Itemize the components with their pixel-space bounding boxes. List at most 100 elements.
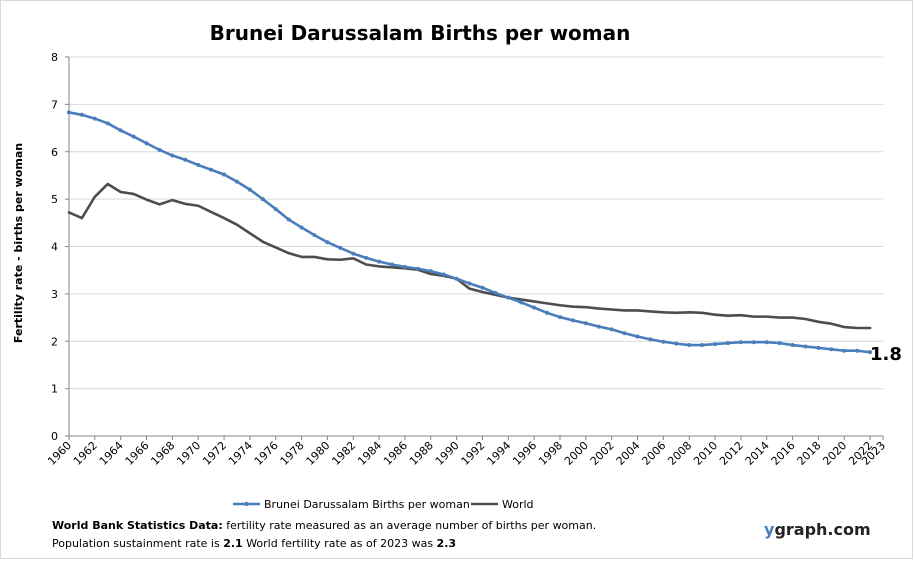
brand-text: graph.com	[774, 520, 871, 539]
brunei-data-point	[868, 350, 873, 355]
brunei-data-point	[855, 348, 860, 353]
sustainment-rate: 2.1	[223, 537, 243, 550]
x-tick-label: 2016	[769, 439, 798, 468]
brand-letter: y	[764, 520, 775, 539]
axes	[65, 56, 884, 440]
brunei-data-point	[700, 343, 705, 348]
y-tick-label: 6	[51, 146, 58, 159]
y-tick-label: 2	[51, 335, 58, 348]
world-series-line	[67, 182, 872, 330]
brunei-data-point	[674, 341, 679, 346]
brunei-data-point	[402, 264, 407, 269]
x-tick-label: 2008	[665, 439, 694, 468]
brunei-data-point	[222, 172, 227, 177]
x-tick-label: 1972	[200, 439, 229, 468]
brunei-data-point	[583, 321, 588, 326]
x-tick-label: 1960	[45, 439, 74, 468]
world-rate: 2.3	[436, 537, 457, 550]
series-lines	[67, 110, 873, 355]
legend-label: Brunei Darussalam Births per woman	[264, 498, 470, 511]
brunei-data-point	[157, 147, 162, 152]
brunei-data-point	[209, 167, 214, 172]
world-rate-text: World fertility rate as of 2023 was	[242, 537, 437, 550]
source-label: World Bank Statistics Data:	[52, 519, 223, 532]
y-tick-label: 7	[51, 98, 58, 111]
brunei-data-point	[247, 187, 252, 192]
x-tick-label: 1968	[148, 439, 177, 468]
brunei-data-point	[377, 259, 382, 264]
x-tick-label: 1974	[226, 439, 255, 468]
brunei-data-point	[661, 339, 666, 344]
x-tick-label: 2018	[795, 439, 824, 468]
brunei-data-point	[441, 272, 446, 277]
brunei-data-point	[131, 134, 136, 139]
x-tick-label: 1964	[97, 439, 126, 468]
brunei-data-point	[92, 116, 97, 121]
x-tick-label: 1994	[484, 439, 513, 468]
brunei-data-point	[532, 305, 537, 310]
x-tick-label: 2014	[743, 439, 772, 468]
brunei-data-point	[713, 342, 718, 347]
brunei-data-point	[493, 290, 498, 295]
legend-brunei: Brunei Darussalam Births per woman	[233, 498, 470, 511]
x-tick-label: 1982	[329, 439, 358, 468]
y-axis-title: Fertility rate - births per woman	[12, 143, 25, 343]
brunei-data-point	[842, 348, 847, 353]
brunei-data-point	[467, 281, 472, 286]
brunei-data-point	[816, 345, 821, 350]
brunei-data-point	[273, 207, 278, 212]
brunei-data-point	[118, 128, 123, 133]
x-tick-label: 1986	[381, 439, 410, 468]
brunei-data-point	[196, 163, 201, 168]
x-tick-label: 2006	[639, 439, 668, 468]
x-tick-label: 1984	[355, 439, 384, 468]
legend-label: World	[502, 498, 534, 511]
x-tick-label: 1990	[433, 439, 462, 468]
brunei-data-point	[725, 341, 730, 346]
brunei-data-point	[170, 153, 175, 158]
legend-marker	[244, 501, 249, 507]
x-tick-label: 2010	[691, 439, 720, 468]
brunei-data-point	[325, 240, 330, 245]
x-tick-label: 1978	[278, 439, 307, 468]
x-tick-label: 2002	[588, 439, 617, 468]
x-tick-label: 1970	[174, 439, 203, 468]
x-tick-label: 2004	[614, 439, 643, 468]
brunei-data-point	[351, 251, 356, 256]
brunei-data-point	[764, 340, 769, 345]
sustainment-prefix: Population sustainment rate is	[52, 537, 224, 550]
footer-notes: World Bank Statistics Data: fertility ra…	[52, 517, 596, 553]
brunei-data-point	[519, 300, 524, 305]
legend-world: World	[471, 498, 534, 511]
brunei-data-point	[79, 112, 84, 117]
brunei-data-point	[790, 343, 795, 348]
brunei-data-point	[338, 245, 343, 250]
brunei-data-point	[286, 217, 291, 222]
x-tick-labels: 1960196219641966196819701972197419761978…	[45, 439, 888, 468]
brunei-data-point	[234, 179, 239, 184]
x-tick-label: 2020	[820, 439, 849, 468]
y-tick-label: 3	[51, 288, 58, 301]
brunei-data-point	[596, 324, 601, 329]
brunei-data-point	[570, 318, 575, 323]
brunei-data-point	[299, 225, 304, 230]
brunei-data-point	[687, 343, 692, 348]
chart-title: Brunei Darussalam Births per woman	[210, 21, 631, 45]
brunei-data-point	[183, 157, 188, 162]
y-tick-label: 4	[51, 241, 58, 254]
brunei-data-point	[480, 285, 485, 290]
x-tick-label: 1998	[536, 439, 565, 468]
y-tick-label: 0	[51, 430, 58, 443]
brunei-data-point	[648, 337, 653, 342]
y-tick-label: 1	[51, 383, 58, 396]
y-tick-label: 5	[51, 193, 58, 206]
brunei-data-point	[415, 266, 420, 271]
y-tick-label: 8	[51, 51, 58, 64]
brunei-data-point	[803, 344, 808, 349]
footer-line-1: World Bank Statistics Data: fertility ra…	[52, 517, 596, 535]
brunei-data-point	[635, 334, 640, 339]
legend: Brunei Darussalam Births per woman World	[233, 498, 534, 511]
brunei-data-point	[829, 347, 834, 352]
